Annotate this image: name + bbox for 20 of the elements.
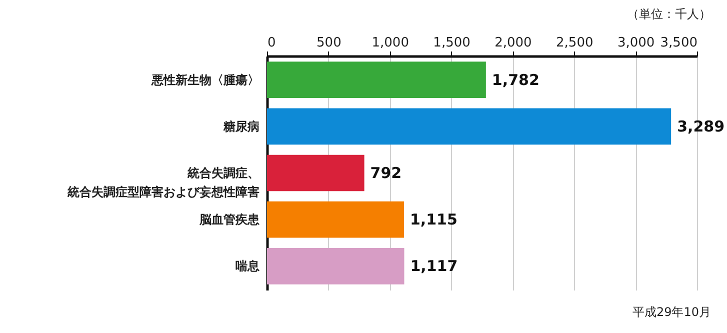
x-tick-label: 3,500 bbox=[660, 36, 698, 50]
data-label: 3,289 bbox=[677, 117, 725, 136]
text: （単位：千人） bbox=[627, 7, 711, 21]
y-tick-label: 喘息 bbox=[236, 259, 260, 274]
y-tick-label: 悪性新生物〈腫瘍〉 bbox=[150, 72, 260, 87]
data-label: 1,782 bbox=[492, 70, 540, 89]
data-label: 1,117 bbox=[410, 257, 458, 276]
y-tick-label: 糖尿病 bbox=[222, 119, 260, 134]
x-tick-label: 1,000 bbox=[372, 36, 409, 50]
x-tick-label: 500 bbox=[316, 36, 342, 50]
x-tick-label: 2,500 bbox=[556, 36, 594, 50]
data-label: 792 bbox=[370, 164, 402, 182]
x-tick-label: 0 bbox=[268, 36, 276, 50]
data-label: 1,115 bbox=[410, 210, 458, 229]
y-tick-label: 統合失調症、統合失調症型障害および妄想性障害 bbox=[66, 166, 260, 199]
text: 平成29年10月 bbox=[632, 305, 711, 319]
y-tick-label: 脳血管疾患 bbox=[198, 212, 260, 227]
x-tick-label: 2,000 bbox=[494, 36, 532, 50]
x-tick-label: 1,500 bbox=[433, 36, 470, 50]
x-tick-label: 3,000 bbox=[617, 36, 655, 50]
